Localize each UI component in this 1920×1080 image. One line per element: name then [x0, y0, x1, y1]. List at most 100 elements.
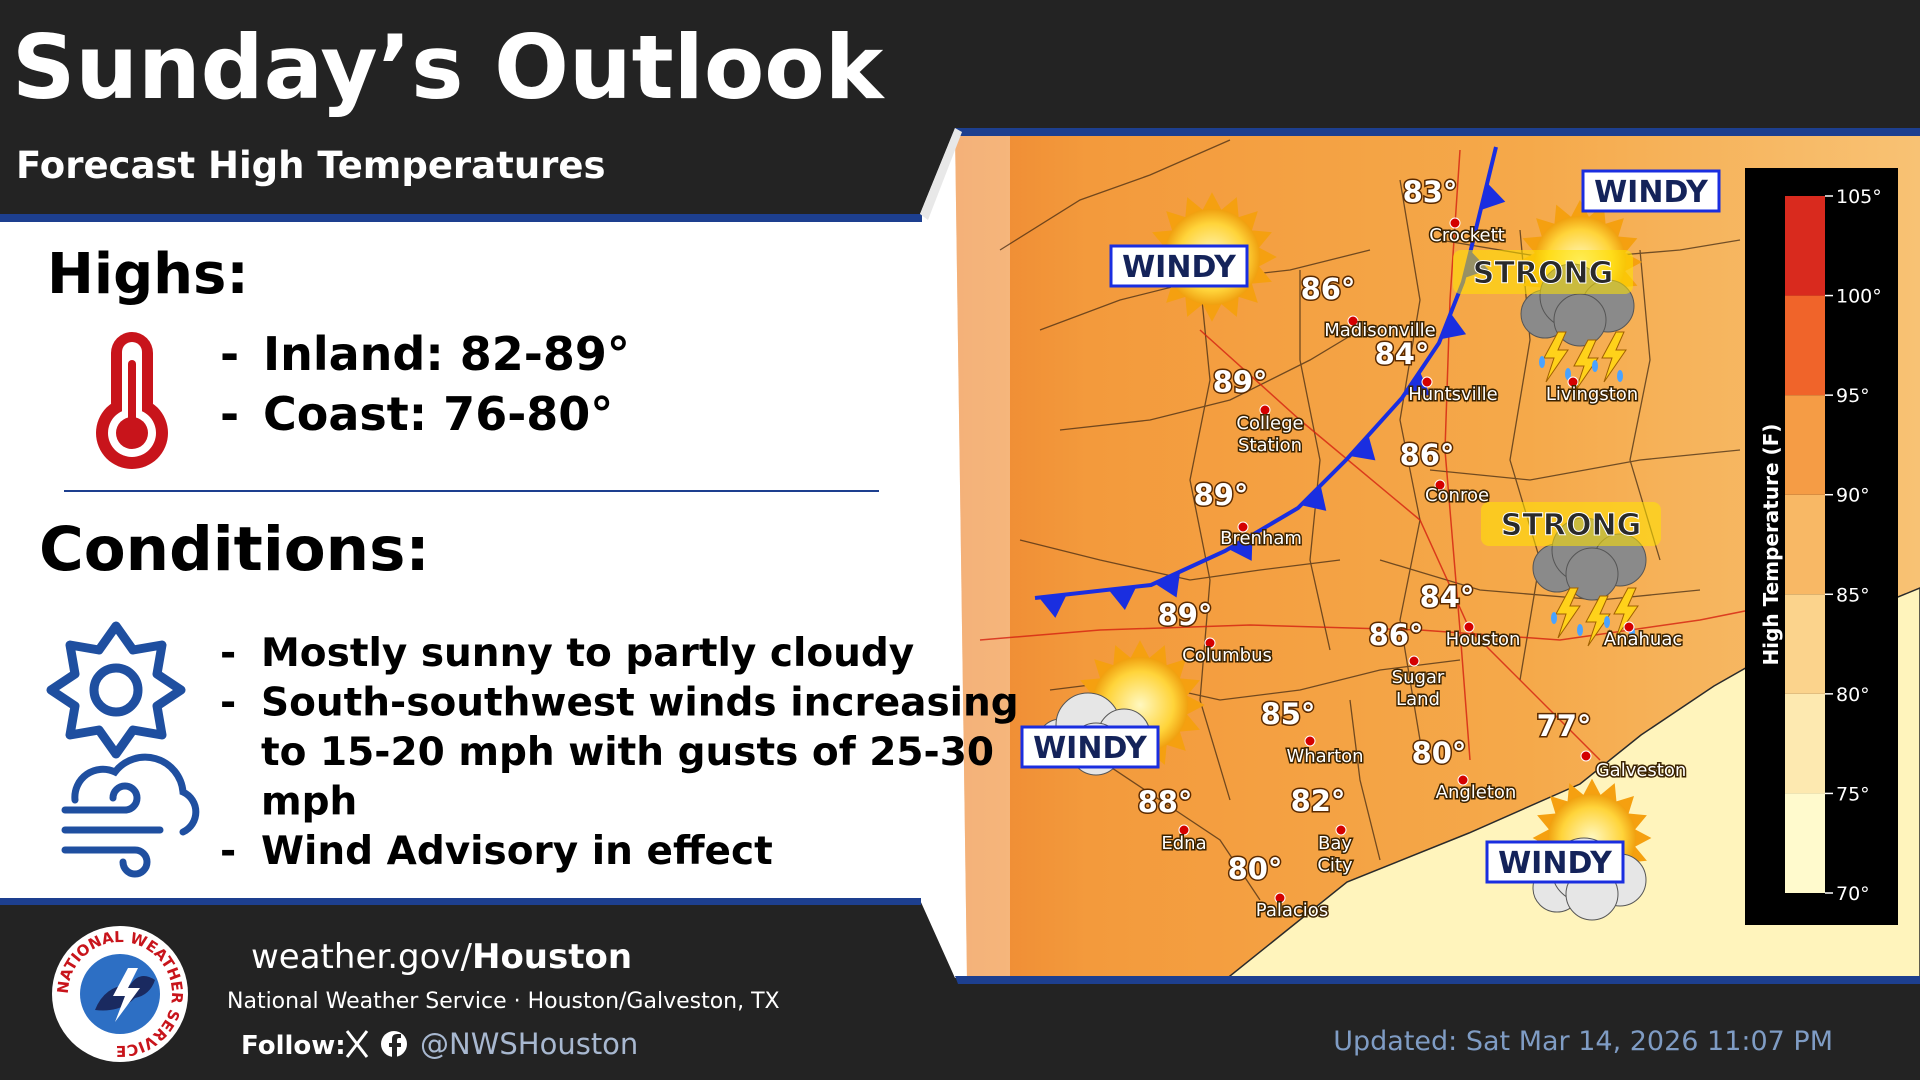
x-icon — [345, 1030, 369, 1058]
follow-label: Follow: — [241, 1031, 346, 1061]
city-name: Galveston — [1596, 760, 1687, 781]
condition-line: to 15-20 mph with gusts of 25-30 — [261, 730, 994, 775]
cold-front — [1034, 146, 1498, 600]
city-dot — [1408, 655, 1420, 667]
legend-tick-label: 75° — [1836, 783, 1870, 805]
bullet: - — [220, 631, 236, 676]
front-triangle — [1440, 313, 1467, 340]
legend-tick-label: 100° — [1836, 286, 1882, 308]
lightning — [1555, 587, 1581, 639]
weather-icons: 83° Crockett 86° Madisonville 84° Huntsville L… — [1020, 169, 1721, 923]
highs-item: Coast: 76-80° — [263, 387, 613, 441]
city-name: Bay — [1318, 833, 1352, 854]
rain-drop — [1539, 356, 1545, 368]
badge-text: WINDY — [1594, 175, 1709, 210]
badge-box — [1485, 840, 1625, 884]
sun-icon — [46, 621, 186, 759]
city-temp: 89° — [1194, 478, 1249, 512]
front-triangle — [1038, 594, 1067, 618]
map-bottom-stripe — [955, 976, 1920, 984]
badge-box — [1020, 725, 1160, 769]
condition-line: Wind Advisory in effect — [261, 829, 773, 874]
city-name: Angleton — [1436, 782, 1517, 803]
color-band — [1785, 693, 1825, 794]
highs-item: Inland: 82-89° — [263, 327, 630, 381]
site-url: weather.gov/Houston — [251, 937, 632, 977]
legend-tick-label: 80° — [1836, 684, 1870, 706]
cloud-puff — [1565, 547, 1619, 601]
badge-text: STRONG — [1473, 256, 1613, 291]
front-triangle — [1349, 435, 1376, 461]
city-name: Livingston — [1546, 384, 1638, 405]
site-url-part: weather.gov/ — [251, 937, 473, 977]
highs-heading: Highs: — [47, 242, 249, 307]
front-triangle — [1108, 586, 1137, 611]
city-dot — [1623, 621, 1635, 633]
city-dot — [1457, 774, 1469, 786]
city-dot — [1274, 892, 1286, 904]
legend-title: High Temperature (F) — [1759, 424, 1783, 666]
city-name: Madisonville — [1324, 320, 1436, 341]
badge-box — [1581, 169, 1721, 213]
title: Sunday’s Outlook — [12, 16, 886, 119]
city-name: Edna — [1161, 833, 1206, 854]
legend-tick-label: 85° — [1836, 584, 1870, 606]
city-temp: 86° — [1400, 438, 1455, 472]
color-band — [1785, 395, 1825, 495]
site-url-office: Houston — [472, 937, 632, 977]
city-temp: 83° — [1403, 175, 1458, 209]
front-triangle — [1228, 534, 1253, 561]
city-temp: 82° — [1291, 784, 1346, 818]
facebook-f — [389, 1034, 401, 1057]
color-band — [1785, 594, 1825, 694]
lightning — [1573, 339, 1599, 391]
city-name: Columbus — [1182, 645, 1272, 666]
lightning — [1585, 595, 1611, 647]
color-band — [1785, 196, 1825, 296]
org-name: National Weather Service · Houston/Galve… — [227, 989, 780, 1014]
city-temp: 84° — [1420, 580, 1475, 614]
condition-line: South-southwest winds increasing — [261, 681, 1019, 726]
city-dot — [1335, 824, 1347, 836]
bullet: - — [220, 387, 239, 441]
footer — [0, 900, 1920, 1080]
city-name: City — [1317, 855, 1353, 876]
rain-drop — [1604, 616, 1610, 628]
social-handle: @NWSHouston — [420, 1027, 638, 1061]
header — [0, 0, 1920, 214]
city-temp: 85° — [1261, 697, 1316, 731]
city-dot — [1421, 376, 1433, 388]
city-name: Land — [1396, 689, 1440, 710]
city-dot — [1567, 376, 1579, 388]
bullet: - — [220, 327, 239, 381]
thermometer-icon — [96, 332, 168, 469]
logo-bolt — [113, 968, 140, 1022]
city-name: Houston — [1446, 629, 1521, 650]
city-temp: 88° — [1138, 785, 1193, 819]
roads — [979, 149, 1801, 761]
city-name: College — [1236, 413, 1303, 434]
city-name: Crockett — [1429, 225, 1504, 246]
badge-glow — [1481, 502, 1661, 546]
city-dot — [1449, 217, 1461, 229]
city-dot — [1463, 621, 1475, 633]
condition-line: Mostly sunny to partly cloudy — [261, 631, 914, 676]
city-temp: 80° — [1412, 736, 1467, 770]
city-dot — [1304, 735, 1316, 747]
legend-tick-label: 105° — [1836, 186, 1882, 208]
badge-box — [1109, 244, 1249, 288]
city-dot — [1204, 637, 1216, 649]
city-name: Station — [1238, 435, 1302, 456]
city-name: Palacios — [1256, 900, 1328, 921]
city-dot — [1434, 479, 1446, 491]
city-name: Anahuac — [1604, 629, 1683, 650]
rain-drop — [1551, 612, 1557, 624]
updated: Updated: Sat Mar 14, 2026 11:07 PM — [1333, 1026, 1833, 1057]
cloud — [1532, 517, 1647, 601]
front-triangle — [1154, 571, 1181, 598]
condition-line: mph — [261, 780, 357, 825]
front-triangle — [1480, 182, 1506, 211]
city-name: Huntsville — [1408, 384, 1498, 405]
city-temp: 86° — [1301, 272, 1356, 306]
